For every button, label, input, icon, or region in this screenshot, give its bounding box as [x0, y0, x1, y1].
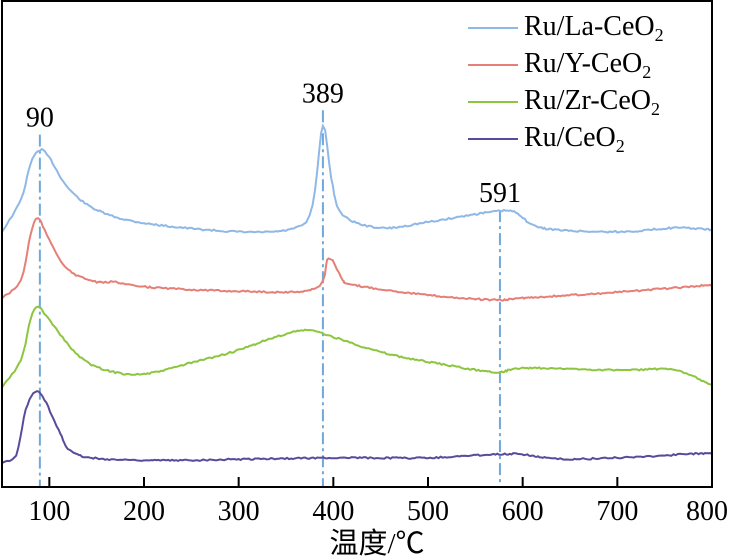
- series-line-0: [1, 123, 713, 234]
- x-tick-label: 800: [686, 496, 728, 527]
- series-line-3: [1, 390, 713, 464]
- x-axis: 100 200 300 400 500 600 700 800: [28, 477, 728, 527]
- series-line-1: [1, 217, 713, 302]
- legend-label: Ru/La-CeO2: [524, 11, 664, 45]
- peak-label: 389: [302, 78, 344, 109]
- peak-label: 90: [26, 103, 54, 134]
- series-line-2: [1, 305, 713, 388]
- reference-lines: 90 389 591: [26, 78, 521, 487]
- x-tick-label: 300: [218, 496, 260, 527]
- legend-label: Ru/Zr-CeO2: [524, 85, 660, 119]
- x-tick-label: 500: [407, 496, 449, 527]
- legend-label: Ru/Y-CeO2: [524, 48, 651, 82]
- series-lines: [1, 123, 713, 464]
- x-axis-label: 温度/℃: [329, 527, 424, 560]
- legend-label: Ru/CeO2: [524, 122, 625, 156]
- x-tick-label: 600: [502, 496, 544, 527]
- x-tick-label: 700: [596, 496, 638, 527]
- x-tick-label: 200: [123, 496, 165, 527]
- x-tick-label: 100: [28, 496, 70, 527]
- plot-frame: [1, 0, 713, 488]
- x-tick-label: 400: [312, 496, 354, 527]
- peak-label: 591: [479, 178, 521, 209]
